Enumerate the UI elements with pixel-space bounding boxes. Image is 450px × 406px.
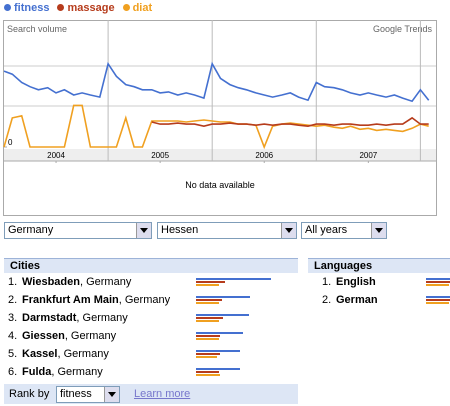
bar <box>426 296 450 298</box>
x-tick-label: 2006 <box>255 151 273 160</box>
bar <box>196 350 240 352</box>
name: Frankfurt Am Main <box>22 294 119 306</box>
bar <box>426 284 449 286</box>
bar <box>426 281 450 283</box>
rank: 2. <box>8 294 18 306</box>
line-series <box>3 61 430 103</box>
legend-item[interactable]: fitness <box>4 2 49 14</box>
region-select[interactable]: Hessen <box>157 222 297 239</box>
legend-dot <box>4 4 11 11</box>
list-row[interactable]: 2. Frankfurt Am Main, Germany <box>8 294 170 306</box>
legend-dot <box>122 4 130 11</box>
select-arrow[interactable] <box>136 223 151 238</box>
select-value: Hessen <box>161 224 199 236</box>
name: Giessen <box>22 330 65 342</box>
select-value: All years <box>305 224 348 236</box>
rank: 6. <box>8 366 18 378</box>
country: , Germany <box>79 276 132 288</box>
list-row[interactable]: 1. Wiesbaden, Germany <box>8 276 131 288</box>
annotation: Search volume <box>7 24 67 34</box>
list-row[interactable]: 4. Giessen, Germany <box>8 330 116 342</box>
bar <box>196 353 220 355</box>
country: , Germany <box>118 294 171 306</box>
country: , Germany <box>76 312 128 324</box>
name: Wiesbaden <box>22 276 80 288</box>
select-arrow[interactable] <box>371 223 386 238</box>
rank: 5. <box>8 348 18 360</box>
chart-frame <box>3 20 437 216</box>
name: English <box>336 276 376 288</box>
bar <box>426 302 449 304</box>
bar <box>196 332 244 334</box>
country-select[interactable]: Germany <box>4 222 152 239</box>
select-arrow[interactable] <box>104 387 119 402</box>
languages-header: Languages <box>308 258 450 273</box>
list-row[interactable]: 2. German <box>322 294 378 306</box>
bar <box>196 284 219 286</box>
name: Fulda <box>22 366 52 378</box>
legend-dot <box>57 4 65 11</box>
rank-by-select[interactable]: fitness <box>56 386 120 403</box>
rank: 1. <box>322 276 332 288</box>
list-row[interactable]: 5. Kassel, Germany <box>8 348 109 360</box>
learn-more-link[interactable]: Learn more <box>134 388 191 400</box>
rank: 2. <box>322 294 332 306</box>
bar <box>196 299 222 301</box>
bar <box>196 281 225 283</box>
annotation: Google Trends <box>373 24 433 34</box>
name: German <box>336 294 378 306</box>
list-row[interactable]: 1. English <box>322 276 376 288</box>
line-series <box>151 116 429 128</box>
bar <box>196 356 217 358</box>
x-axis-band <box>4 149 436 161</box>
bar <box>196 368 240 370</box>
y-tick-label: 0 <box>8 138 13 147</box>
bar <box>196 296 250 298</box>
country: , Germany <box>51 366 103 378</box>
legend-item[interactable]: massage <box>57 2 115 14</box>
x-tick-label: 2004 <box>47 151 65 160</box>
line-series <box>3 104 429 150</box>
legend-item[interactable]: diat <box>122 2 153 14</box>
bar <box>196 302 219 304</box>
select-value: fitness <box>60 388 92 400</box>
cities-header: Cities <box>4 258 298 273</box>
name: Kassel <box>22 348 58 360</box>
list-row[interactable]: 6. Fulda, Germany <box>8 366 103 378</box>
list-row[interactable]: 3. Darmstadt, Germany <box>8 312 128 324</box>
bar <box>196 317 223 319</box>
bar <box>196 335 220 337</box>
bar <box>196 338 219 340</box>
select-arrow[interactable] <box>281 223 296 238</box>
legend-label: massage <box>67 2 115 14</box>
bar <box>196 371 219 373</box>
legend: fitness massage diat <box>4 2 160 14</box>
bar <box>426 299 450 301</box>
period-select[interactable]: All years <box>301 222 387 239</box>
bar <box>196 314 249 316</box>
select-value: Germany <box>8 224 54 236</box>
rank: 1. <box>8 276 18 288</box>
name: Darmstadt <box>22 312 77 324</box>
bar <box>196 278 271 280</box>
legend-label: diat <box>132 2 153 14</box>
bar <box>196 374 220 376</box>
lists: 1. Wiesbaden, Germany 2. Frankfurt Am Main,… <box>8 276 450 378</box>
x-tick-label: 2005 <box>151 151 169 160</box>
chart: Search volume Google Trends No data avai… <box>3 20 437 216</box>
bar <box>426 278 450 280</box>
rank-by-bar: Rank by fitness Learn more <box>4 384 298 404</box>
country: , Germany <box>64 330 117 342</box>
rank: 4. <box>8 330 18 342</box>
country: , Germany <box>57 348 109 360</box>
rank-by-label: Rank by <box>9 388 50 400</box>
legend-label: fitness <box>14 2 50 14</box>
x-tick-label: 2007 <box>359 151 377 160</box>
bar <box>196 320 219 322</box>
no-data: No data available <box>185 180 255 190</box>
rank: 3. <box>8 312 18 324</box>
